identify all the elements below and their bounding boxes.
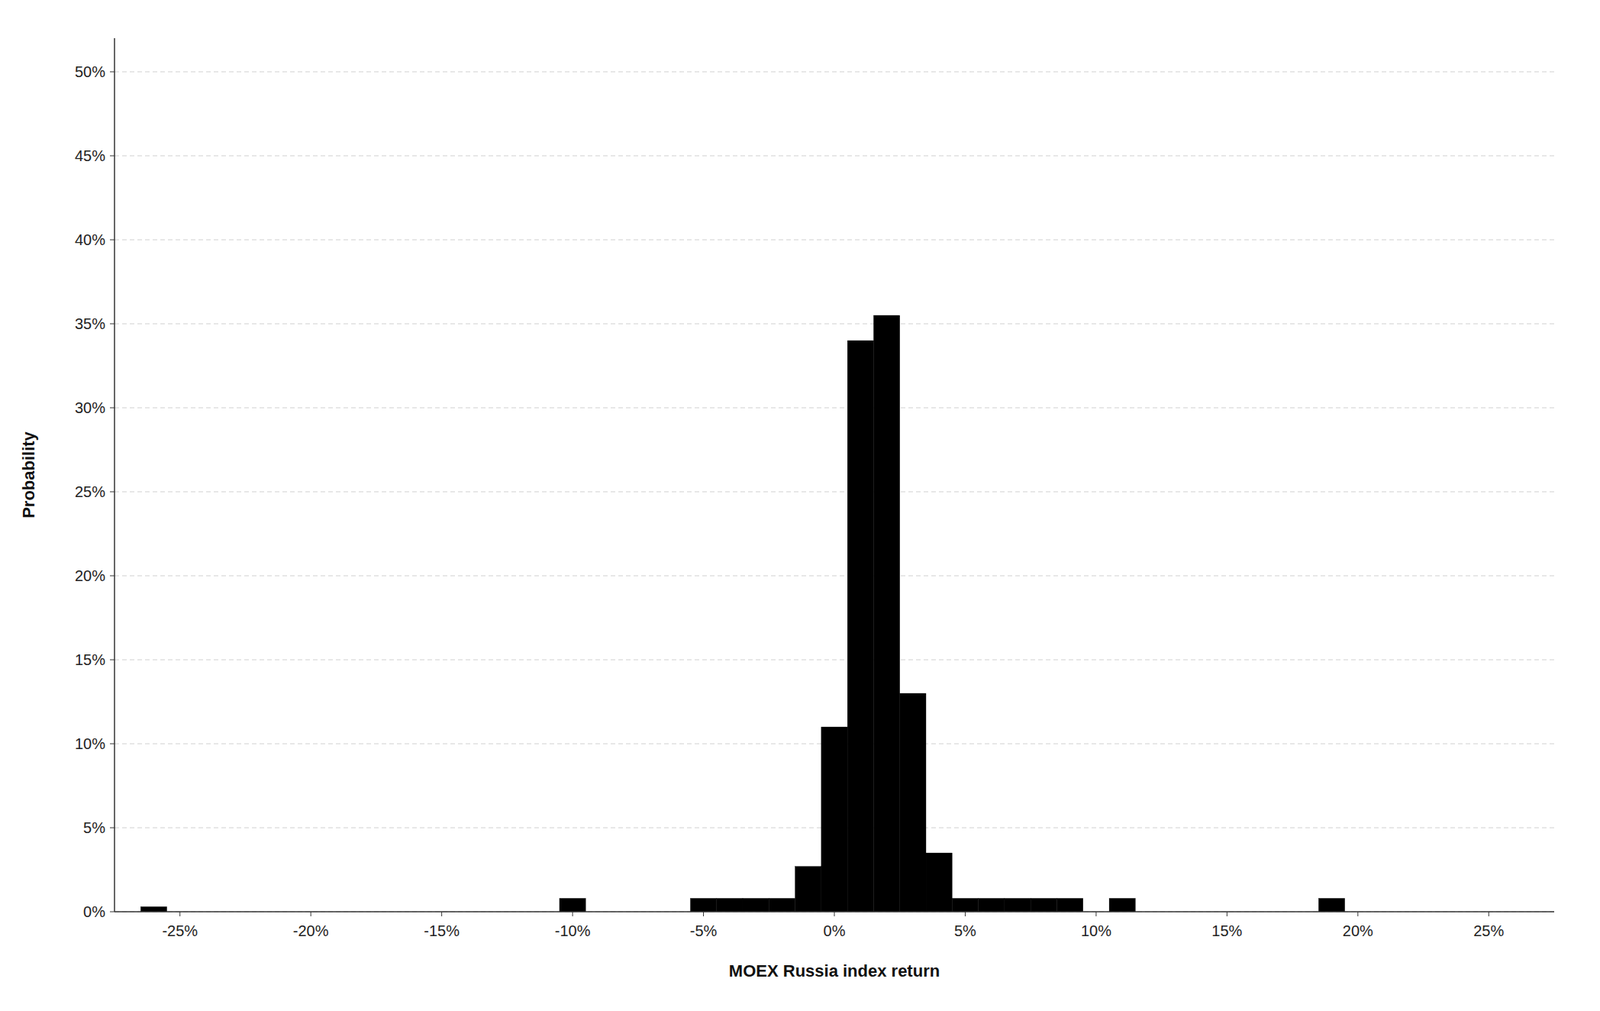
bar	[847, 340, 874, 912]
y-axis: 0% 5% 10% 15% 20% 25% 30% 35% 40% 45% 50%	[74, 63, 115, 920]
bar	[716, 897, 743, 912]
x-axis-label: MOEX Russia index return	[729, 961, 940, 981]
y-tick	[109, 323, 115, 325]
x-tick-label: 0%	[823, 922, 846, 939]
y-tick	[109, 911, 115, 913]
y-tick	[109, 659, 115, 661]
bar	[559, 897, 586, 912]
y-tick	[109, 155, 115, 157]
y-tick-label: 20%	[74, 567, 106, 584]
x-tick-label: -10%	[554, 922, 591, 939]
x-tick	[310, 911, 312, 917]
bar	[795, 866, 822, 912]
bar	[925, 852, 952, 912]
bar	[900, 693, 926, 912]
x-tick	[441, 911, 442, 917]
y-tick	[109, 743, 115, 745]
bar	[951, 897, 978, 912]
y-axis-line	[113, 38, 116, 912]
x-tick	[1226, 911, 1228, 917]
x-tick	[572, 911, 574, 917]
y-tick-label: 25%	[74, 483, 106, 500]
y-tick	[109, 827, 115, 829]
grid	[114, 71, 1555, 912]
y-tick	[109, 71, 115, 73]
y-tick-label: 45%	[74, 147, 106, 165]
bar	[690, 897, 717, 912]
bar	[742, 897, 769, 912]
y-tick-label: 10%	[74, 735, 106, 752]
x-tick-label: -15%	[423, 922, 460, 939]
y-tick	[109, 407, 115, 409]
x-tick-label: 20%	[1342, 922, 1374, 939]
x-tick-label: 25%	[1473, 922, 1504, 939]
bar	[978, 897, 1005, 912]
x-tick-label: -20%	[293, 922, 330, 939]
bar	[768, 897, 795, 912]
grid-line	[114, 407, 1555, 409]
bar	[1109, 897, 1136, 912]
x-tick-label: 5%	[954, 922, 977, 939]
y-tick	[109, 491, 115, 493]
x-tick	[1095, 911, 1097, 917]
bar	[1056, 897, 1083, 912]
x-tick-label: -5%	[690, 922, 718, 939]
chart: -25% -20% -15% -10% -5% 0% 5% 10% 15% 20% 25% 0% 5% 1…	[0, 0, 1600, 1011]
y-tick-label: 5%	[83, 819, 106, 836]
grid-line	[114, 71, 1555, 73]
y-tick-label: 35%	[74, 315, 106, 333]
x-tick	[1357, 911, 1359, 917]
grid-line	[114, 239, 1555, 241]
grid-line	[114, 323, 1555, 325]
grid-line	[114, 491, 1555, 493]
y-tick-label: 0%	[83, 903, 106, 920]
x-tick	[703, 911, 704, 917]
y-tick-label: 40%	[74, 231, 106, 249]
bar	[1004, 897, 1031, 912]
bar	[140, 906, 167, 912]
x-tick	[834, 911, 836, 917]
grid-line	[114, 155, 1555, 157]
bar	[873, 315, 900, 912]
y-tick-label: 30%	[74, 399, 106, 417]
x-tick	[1488, 911, 1490, 917]
y-tick-label: 15%	[74, 651, 106, 668]
x-tick-label: 15%	[1211, 922, 1242, 939]
x-tick	[179, 911, 181, 917]
y-tick-label: 50%	[74, 63, 106, 81]
bar	[1318, 897, 1345, 912]
bars	[140, 315, 1345, 912]
x-tick-label: -25%	[161, 922, 198, 939]
y-axis-label: Probability	[19, 430, 39, 518]
y-tick	[109, 575, 115, 577]
y-tick	[109, 239, 115, 241]
x-axis: -25% -20% -15% -10% -5% 0% 5% 10% 15% 20% 25%	[161, 911, 1504, 939]
bar	[1030, 897, 1057, 912]
grid-line	[114, 575, 1555, 577]
x-tick	[964, 911, 966, 917]
grid-line	[114, 659, 1555, 661]
x-tick-label: 10%	[1080, 922, 1112, 939]
bar	[821, 726, 848, 912]
